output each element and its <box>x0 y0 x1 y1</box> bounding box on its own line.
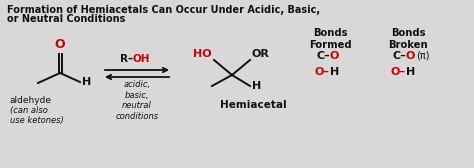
Text: Bonds
Formed: Bonds Formed <box>309 28 351 50</box>
Text: acidic,
basic,
neutral
conditions: acidic, basic, neutral conditions <box>116 80 159 121</box>
Text: H: H <box>82 77 91 87</box>
Text: O: O <box>330 51 339 61</box>
Text: (π): (π) <box>416 51 429 61</box>
Text: OR: OR <box>252 49 270 59</box>
Text: H: H <box>406 67 415 77</box>
Text: HO: HO <box>193 49 212 59</box>
Text: H: H <box>330 67 339 77</box>
Text: Hemiacetal: Hemiacetal <box>220 100 287 110</box>
Text: O: O <box>406 51 415 61</box>
Text: aldehyde: aldehyde <box>10 96 52 105</box>
Text: (can also
use ketones): (can also use ketones) <box>10 106 64 125</box>
Text: R–: R– <box>120 54 133 64</box>
Text: O: O <box>55 38 65 51</box>
Text: O–: O– <box>391 67 406 77</box>
Text: Bonds
Broken: Bonds Broken <box>388 28 428 50</box>
Text: Formation of Hemiacetals Can Occur Under Acidic, Basic,: Formation of Hemiacetals Can Occur Under… <box>7 5 320 15</box>
Text: H: H <box>252 81 261 91</box>
Text: O–: O– <box>315 67 330 77</box>
Text: C–: C– <box>316 51 330 61</box>
Text: C–: C– <box>392 51 406 61</box>
Text: or Neutral Conditions: or Neutral Conditions <box>7 14 126 24</box>
Text: OH: OH <box>133 54 151 64</box>
